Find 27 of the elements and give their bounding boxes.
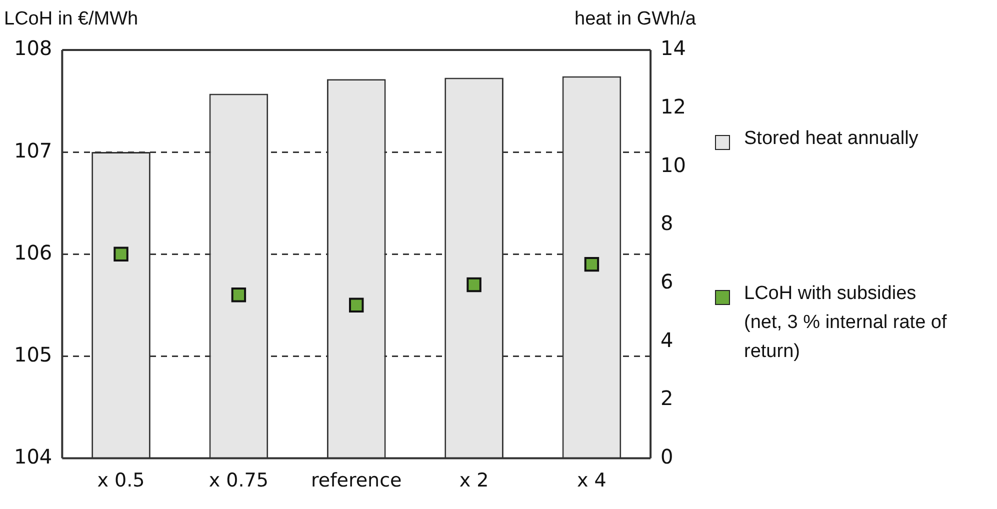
point <box>114 246 128 262</box>
y-tick-label: 107 <box>14 138 52 162</box>
y2-tick-label: 0 <box>660 444 674 468</box>
point <box>349 298 364 312</box>
x-tick-label: reference <box>310 470 402 492</box>
y2-tick-label: 10 <box>660 152 686 177</box>
y2-tick-label: 4 <box>660 328 674 352</box>
point <box>231 288 246 302</box>
y2-tick-label: 8 <box>660 211 674 236</box>
point <box>466 277 482 292</box>
legend-label: LCoH with subsidies (net, 3 % internal rate of return) <box>744 282 948 364</box>
y2-tick-label: 2 <box>660 386 674 410</box>
x-tick-label: x 2 <box>459 470 489 492</box>
x-tick-label: x 4 <box>577 470 606 492</box>
y-tick-label: 108 <box>14 36 52 60</box>
legend-label: Stored heat annually <box>744 127 920 151</box>
y-tick-label: 105 <box>14 342 52 366</box>
y-tick-label: 106 <box>14 240 52 264</box>
y2-tick-label: 12 <box>660 94 686 119</box>
point <box>584 256 600 272</box>
y-axis-title: LCoH in €/MWh <box>4 8 138 30</box>
y-tick-label: 104 <box>14 444 52 468</box>
x-tick-label: x 0.75 <box>208 470 268 492</box>
y2-tick-label: 6 <box>660 269 674 294</box>
x-tick-label: x 0.5 <box>97 470 145 492</box>
y2-axis-title: heat in GWh/a <box>574 8 696 30</box>
y2-tick-label: 14 <box>660 36 686 60</box>
